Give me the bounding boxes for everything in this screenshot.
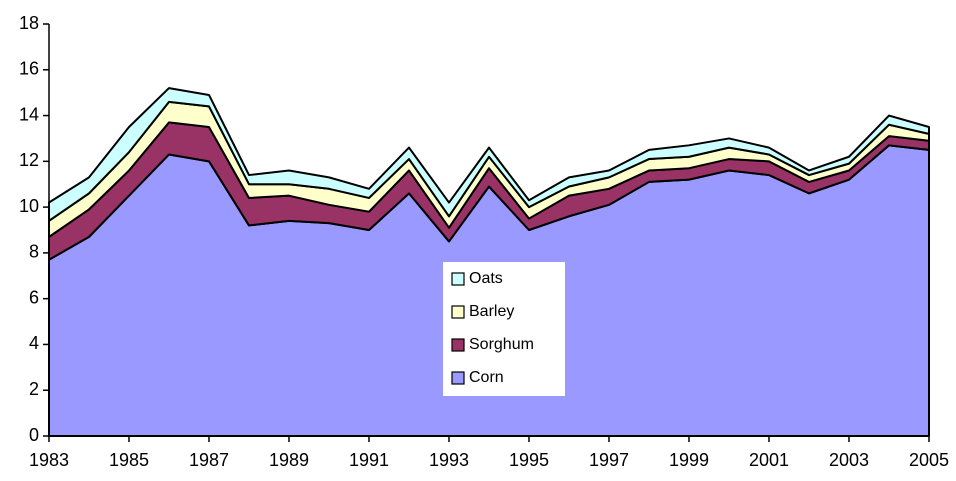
x-tick-label: 1993: [429, 450, 469, 470]
x-tick-label: 1997: [589, 450, 629, 470]
y-tick-label: 2: [29, 379, 39, 399]
x-tick-label: 1995: [509, 450, 549, 470]
legend-swatch: [451, 305, 465, 319]
y-tick-label: 16: [19, 59, 39, 79]
x-tick-label: 2003: [829, 450, 869, 470]
y-tick-label: 14: [19, 104, 39, 124]
y-tick-label: 18: [19, 13, 39, 33]
legend-label: Corn: [469, 369, 504, 386]
x-tick-label: 1989: [269, 450, 309, 470]
legend-label: Sorghum: [469, 336, 534, 353]
y-tick-label: 8: [29, 242, 39, 262]
legend-label: Oats: [469, 270, 503, 287]
x-tick-label: 1987: [189, 450, 229, 470]
x-tick-label: 1983: [29, 450, 69, 470]
legend-label: Barley: [469, 303, 514, 320]
legend: Oats Barley Sorghum Corn: [443, 262, 565, 396]
area: [48, 87, 930, 222]
y-tick-label: 0: [29, 425, 39, 445]
x-tick-label: 1985: [109, 450, 149, 470]
x-tick-label: 2001: [749, 450, 789, 470]
legend-swatch: [451, 371, 465, 385]
legend-swatch: [451, 338, 465, 352]
x-tick-label: 1999: [669, 450, 709, 470]
y-tick-label: 10: [19, 196, 39, 216]
y-tick-label: 4: [29, 333, 39, 353]
legend-swatch: [451, 272, 465, 286]
y-tick-label: 6: [29, 287, 39, 307]
y-tick-label: 12: [19, 150, 39, 170]
x-tick-label: 1991: [349, 450, 389, 470]
x-tick-label: 2005: [909, 450, 949, 470]
